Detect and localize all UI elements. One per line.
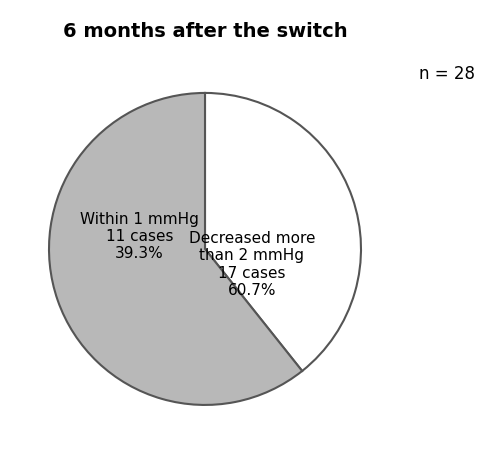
Text: Within 1 mmHg
11 cases
39.3%: Within 1 mmHg 11 cases 39.3% [80, 212, 199, 261]
Wedge shape [205, 93, 361, 371]
Text: Decreased more
than 2 mmHg
17 cases
60.7%: Decreased more than 2 mmHg 17 cases 60.7… [188, 231, 315, 298]
Text: n = 28: n = 28 [419, 65, 475, 83]
Wedge shape [49, 93, 302, 405]
Title: 6 months after the switch: 6 months after the switch [62, 22, 348, 41]
